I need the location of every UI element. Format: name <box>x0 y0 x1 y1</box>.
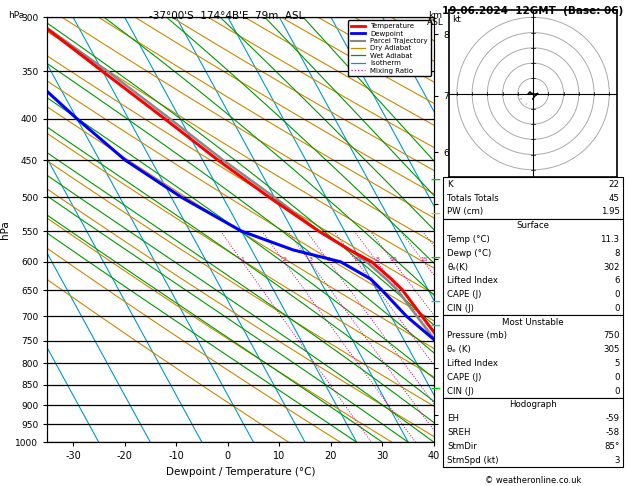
Text: CAPE (J): CAPE (J) <box>447 373 482 382</box>
Text: CIN (J): CIN (J) <box>447 304 474 313</box>
Text: SREH: SREH <box>447 428 470 437</box>
Text: 85°: 85° <box>604 442 620 451</box>
Text: 1.95: 1.95 <box>601 208 620 216</box>
Text: 22: 22 <box>609 180 620 189</box>
Text: 4: 4 <box>327 257 331 262</box>
Text: —: — <box>430 321 440 330</box>
Text: 0: 0 <box>614 304 620 313</box>
Text: —: — <box>430 296 440 306</box>
Legend: Temperature, Dewpoint, Parcel Trajectory, Dry Adiabat, Wet Adiabat, Isotherm, Mi: Temperature, Dewpoint, Parcel Trajectory… <box>348 20 430 76</box>
Text: Pressure (mb): Pressure (mb) <box>447 331 507 341</box>
Text: —: — <box>430 384 440 394</box>
Text: θₑ (K): θₑ (K) <box>447 345 471 354</box>
Text: Most Unstable: Most Unstable <box>503 318 564 327</box>
Text: © weatheronline.co.uk: © weatheronline.co.uk <box>485 476 581 486</box>
Text: StmSpd (kt): StmSpd (kt) <box>447 455 499 465</box>
Text: ASL: ASL <box>427 18 443 27</box>
Text: ‘: ‘ <box>525 102 526 108</box>
Text: Totals Totals: Totals Totals <box>447 193 499 203</box>
Text: 0: 0 <box>614 373 620 382</box>
Text: EH: EH <box>447 414 459 423</box>
Text: 305: 305 <box>603 345 620 354</box>
Text: K: K <box>447 180 453 189</box>
Text: 2: 2 <box>282 257 286 262</box>
Text: hPa: hPa <box>8 11 25 20</box>
Text: CAPE (J): CAPE (J) <box>447 290 482 299</box>
Text: Dewp (°C): Dewp (°C) <box>447 249 491 258</box>
Text: Lifted Index: Lifted Index <box>447 359 498 368</box>
Text: 11.3: 11.3 <box>601 235 620 244</box>
Text: PW (cm): PW (cm) <box>447 208 483 216</box>
Text: 1: 1 <box>240 257 244 262</box>
Text: 45: 45 <box>609 193 620 203</box>
Y-axis label: hPa: hPa <box>0 220 9 239</box>
Text: kt: kt <box>453 15 462 24</box>
Text: Hodograph: Hodograph <box>509 400 557 409</box>
Text: 6: 6 <box>614 277 620 285</box>
Text: Surface: Surface <box>516 221 550 230</box>
Text: 6: 6 <box>355 257 359 262</box>
Text: 3: 3 <box>614 455 620 465</box>
Text: —: — <box>430 175 440 185</box>
Text: 8: 8 <box>376 257 379 262</box>
X-axis label: Dewpoint / Temperature (°C): Dewpoint / Temperature (°C) <box>166 467 315 477</box>
Text: 8: 8 <box>614 249 620 258</box>
Text: —: — <box>430 209 440 219</box>
Text: θₑ(K): θₑ(K) <box>447 262 468 272</box>
Text: ‘‘: ‘‘ <box>519 98 523 104</box>
Text: 15: 15 <box>420 257 428 262</box>
Text: 19.06.2024  12GMT  (Base: 06): 19.06.2024 12GMT (Base: 06) <box>442 6 624 16</box>
Text: -37°00'S  174°4B'E  79m  ASL: -37°00'S 174°4B'E 79m ASL <box>148 11 304 21</box>
Text: 302: 302 <box>603 262 620 272</box>
Text: -58: -58 <box>606 428 620 437</box>
Text: 5: 5 <box>614 359 620 368</box>
Text: 0: 0 <box>614 387 620 396</box>
Text: StmDir: StmDir <box>447 442 477 451</box>
Y-axis label: Mixing Ratio (g/kg): Mixing Ratio (g/kg) <box>462 187 471 273</box>
Text: km: km <box>428 11 442 20</box>
Text: 10: 10 <box>389 257 398 262</box>
Text: 0: 0 <box>614 290 620 299</box>
Text: CIN (J): CIN (J) <box>447 387 474 396</box>
Text: Lifted Index: Lifted Index <box>447 277 498 285</box>
Text: —: — <box>430 253 440 262</box>
Text: -59: -59 <box>606 414 620 423</box>
Text: 750: 750 <box>603 331 620 341</box>
Text: 3: 3 <box>308 257 312 262</box>
Text: Temp (°C): Temp (°C) <box>447 235 490 244</box>
